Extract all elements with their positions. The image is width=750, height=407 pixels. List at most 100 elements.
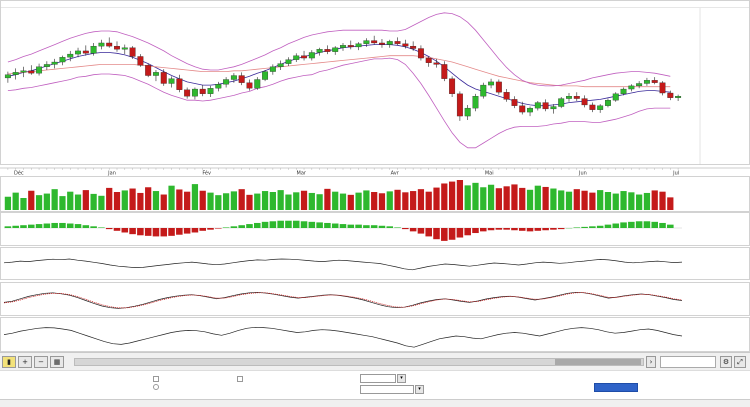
volume-bar: [425, 191, 432, 210]
indicator-2-panel-frame: [0, 282, 750, 316]
zoom-out-icon[interactable]: −: [34, 356, 48, 368]
oscillator-bar: [28, 224, 35, 228]
volume-bar: [199, 190, 206, 210]
indicator-2-line-1: [3, 292, 683, 309]
candle-body: [464, 107, 471, 117]
oscillator-bar: [215, 228, 222, 229]
volume-bar: [332, 191, 339, 210]
candle-body: [347, 45, 354, 48]
volume-bar: [456, 180, 464, 210]
oscillator-bar: [199, 228, 206, 231]
chart-canvas[interactable]: Déc Jan Fév Mar Avr Mai Jun Jul: [0, 0, 750, 352]
candle-body: [269, 66, 276, 72]
candle-body: [659, 82, 666, 94]
candle-body: [262, 71, 269, 80]
field-1-dropdown[interactable]: ▾: [397, 374, 406, 383]
candle-body: [566, 96, 572, 99]
oscillator-bar: [137, 228, 144, 236]
candle-body: [589, 104, 596, 110]
candle-body: [75, 50, 81, 55]
volume-bar: [363, 190, 370, 210]
volume-bar: [573, 189, 580, 210]
volume-bar: [261, 191, 269, 210]
candlestick-icon[interactable]: ▮: [2, 356, 16, 368]
oscillator-bar: [246, 224, 253, 228]
oscillator-bar: [35, 224, 43, 228]
candle-body: [597, 105, 604, 110]
fullscreen-icon[interactable]: ⤢: [734, 356, 746, 368]
field-2-input[interactable]: [360, 385, 414, 394]
oscillator-bar: [191, 228, 199, 233]
candle-body: [184, 89, 191, 97]
oscillator-bar: [51, 222, 58, 228]
candle-body: [4, 74, 11, 79]
oscillator-bar: [651, 221, 658, 228]
scroll-right-icon[interactable]: ›: [646, 356, 656, 368]
price-panel-frame: [0, 0, 750, 165]
zoom-in-icon[interactable]: +: [18, 356, 32, 368]
volume-bar: [643, 192, 651, 210]
volume-bar: [90, 193, 97, 210]
option-1-checkbox[interactable]: [153, 376, 159, 382]
time-scrollbar[interactable]: [74, 358, 644, 366]
option-2-radio[interactable]: [153, 384, 159, 390]
grid-icon[interactable]: ▦: [50, 356, 64, 368]
oscillator-bar: [183, 228, 191, 234]
oscillator-bar: [409, 228, 417, 232]
candle-body: [456, 93, 463, 117]
volume-bar: [402, 192, 409, 210]
candle-body: [254, 79, 261, 89]
volume-bar: [534, 185, 541, 210]
candle-body: [425, 57, 432, 63]
candle-body: [667, 92, 674, 98]
month-label-6: Jun: [578, 171, 587, 177]
month-label-1: Jan: [107, 171, 116, 177]
volume-bar: [238, 189, 245, 210]
candle-body: [98, 42, 105, 47]
candle-body: [355, 43, 362, 48]
month-label-2: Fév: [202, 170, 211, 177]
oscillator-bar: [667, 224, 674, 228]
field-1-input[interactable]: [360, 374, 396, 383]
candle-body: [230, 75, 237, 80]
oscillator-bar: [4, 226, 12, 228]
volume-bar: [472, 182, 479, 210]
search-button[interactable]: [594, 383, 638, 392]
oscillator-bar: [511, 228, 518, 231]
oscillator-bar: [222, 227, 230, 228]
volume-bar: [254, 193, 261, 210]
volume-bar: [386, 191, 393, 210]
candle-body: [176, 78, 183, 90]
scroll-thumb[interactable]: [555, 359, 641, 365]
oscillator-bar: [277, 220, 284, 228]
zoom-select[interactable]: [660, 356, 716, 368]
field-2-dropdown[interactable]: ▾: [415, 385, 424, 394]
candle-body: [495, 81, 502, 93]
option-3-checkbox[interactable]: [237, 376, 243, 382]
volume-bar: [480, 187, 487, 210]
volume-bar: [59, 196, 66, 210]
oscillator-bar: [628, 221, 635, 228]
volume-bar: [581, 190, 588, 210]
oscillator-bar: [331, 223, 339, 228]
oscillator-bar: [417, 228, 425, 234]
oscillator-bar: [254, 222, 261, 228]
volume-bar: [620, 191, 627, 210]
volume-bar: [246, 194, 253, 210]
settings-icon[interactable]: ⚙: [720, 356, 732, 368]
oscillator-bar: [261, 221, 269, 228]
candle-body: [191, 88, 198, 97]
oscillator-bar: [347, 224, 355, 228]
oscillator-bar: [43, 223, 51, 228]
candle-body: [67, 53, 74, 58]
oscillator-bar: [160, 228, 168, 237]
volume-bar: [137, 192, 144, 210]
candle-body: [207, 88, 214, 94]
volume-bar: [277, 190, 284, 210]
oscillator-bar: [74, 224, 82, 228]
volume-bar: [542, 186, 549, 210]
oscillator-bar: [573, 227, 581, 228]
volume-bar: [222, 193, 230, 210]
volume-bar: [659, 191, 666, 210]
oscillator-bar: [90, 226, 97, 228]
